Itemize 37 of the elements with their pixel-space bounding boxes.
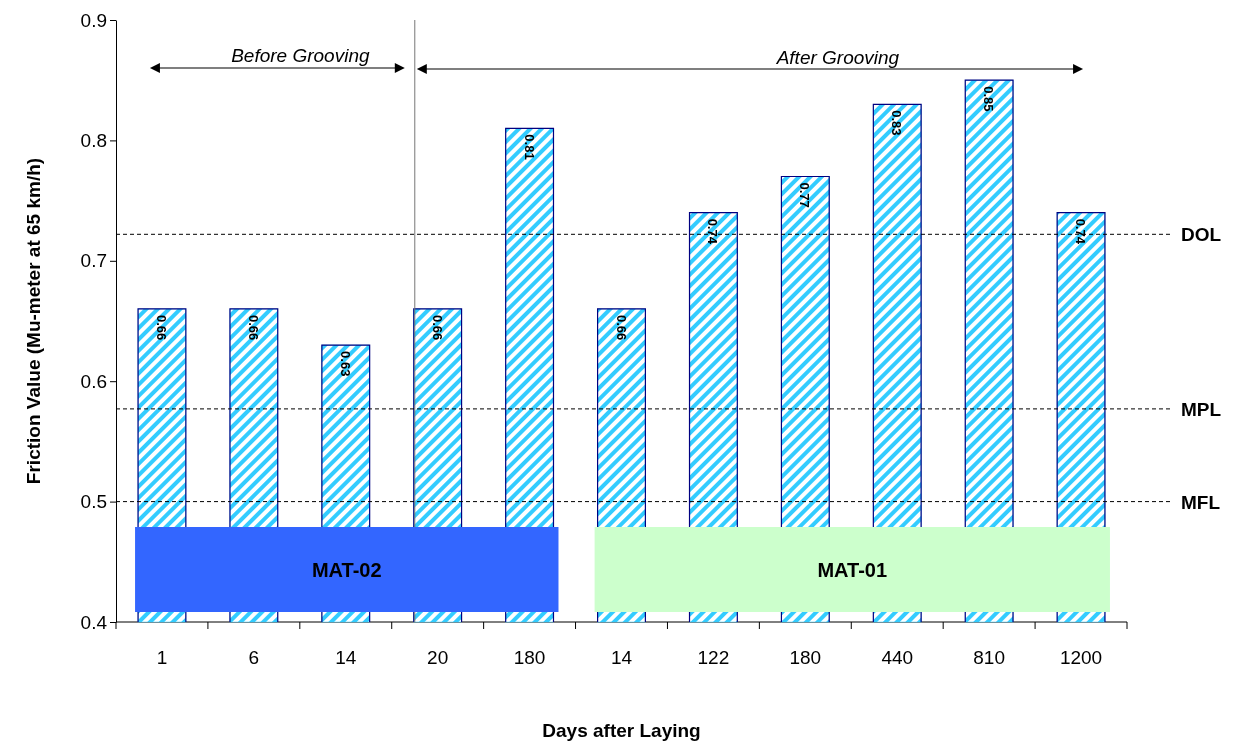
x-tick-label: 180: [789, 647, 822, 668]
annotation: MAT-01: [817, 558, 888, 581]
y-tick-label: 0.7: [80, 250, 107, 272]
x-axis-title: Days after Laying: [542, 720, 701, 741]
data-label: 0.66: [613, 314, 629, 341]
data-label: 0.85: [981, 86, 997, 112]
data-label: 0.74: [1073, 218, 1089, 245]
x-tick-label: 6: [248, 647, 260, 668]
y-axis-title: Friction Value (Mu-meter at 65 km/h): [23, 157, 44, 485]
data-label: 0.63: [337, 351, 353, 377]
data-label: 0.74: [705, 218, 721, 245]
annotation: Before Grooving: [231, 45, 370, 66]
x-tick-label: 180: [513, 647, 546, 668]
ref-line-label: MPL: [1181, 398, 1222, 420]
y-tick-label: 0.6: [80, 370, 107, 392]
x-tick-label: 14: [335, 647, 357, 668]
data-label: 0.66: [429, 314, 445, 341]
x-tick-label: 1: [156, 647, 168, 668]
data-label: 0.77: [797, 182, 813, 208]
x-tick-label: 810: [973, 647, 1005, 668]
y-tick-label: 0.8: [80, 129, 107, 151]
data-label: 0.66: [245, 314, 261, 341]
y-tick-label: 0.9: [80, 9, 107, 31]
y-tick-label: 0.4: [80, 611, 108, 633]
x-tick-label: 14: [610, 647, 633, 668]
x-tick-label: 1200: [1059, 647, 1103, 668]
ref-line-label: MFL: [1181, 491, 1221, 513]
data-label: 0.83: [889, 110, 905, 136]
y-tick-label: 0.5: [80, 491, 107, 513]
annotation: MAT-02: [311, 558, 382, 581]
data-label: 0.66: [153, 314, 169, 341]
x-tick-label: 440: [881, 647, 914, 668]
x-tick-label: 122: [697, 647, 730, 668]
x-tick-label: 20: [427, 647, 449, 668]
annotation: After Grooving: [775, 47, 900, 68]
data-label: 0.81: [521, 134, 537, 160]
ref-line-label: DOL: [1181, 224, 1222, 246]
